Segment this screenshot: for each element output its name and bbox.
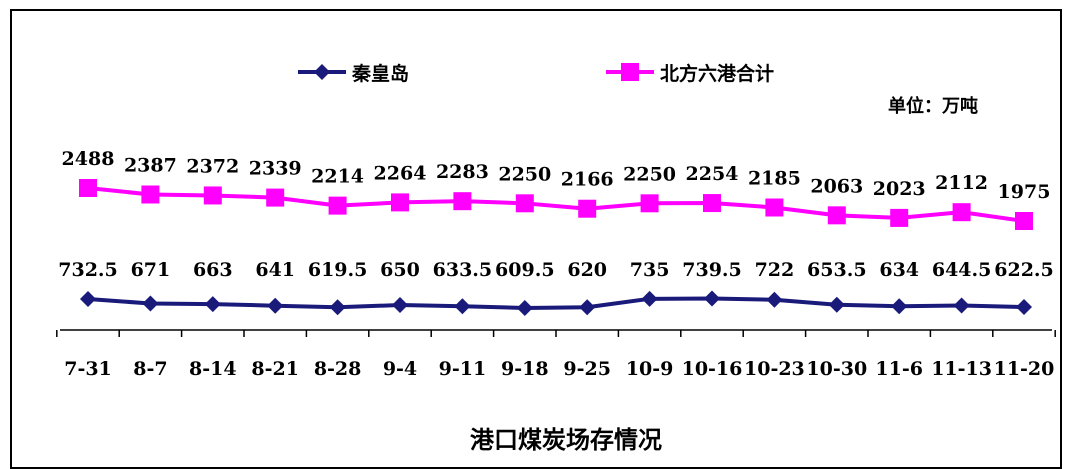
- x-tick-label: 10-16: [682, 358, 743, 380]
- x-tick-label: 8-14: [189, 358, 237, 380]
- data-labels: 732.5 671 663 641 619.5 650 633.5 609.5 620 735 73…: [58, 148, 1054, 281]
- x-tick-label: 10-9: [626, 358, 674, 380]
- data-point-diamond: [392, 297, 408, 314]
- data-label: 739.5: [682, 259, 742, 281]
- data-point-square: [203, 186, 222, 205]
- data-label: 653.5: [807, 259, 867, 281]
- x-axis-ticks: [56, 330, 1056, 337]
- data-label: 619.5: [308, 259, 368, 281]
- legend-square-icon: [621, 63, 639, 81]
- x-tick-label: 11-20: [994, 358, 1055, 380]
- x-tick-label: 8-28: [314, 358, 362, 380]
- data-label: 622.5: [994, 259, 1054, 281]
- chart-frame: [10, 9, 1062, 469]
- line-chart: 秦皇岛 北方六港合计 单位：万吨 7-31 8-7 8-14 8-21 8-28 9-4 9…: [56, 62, 1056, 454]
- data-label: 609.5: [495, 259, 555, 281]
- data-label: 671: [131, 259, 171, 281]
- series-markers: [79, 179, 1033, 316]
- data-point-diamond: [704, 290, 720, 307]
- data-point-square: [1015, 212, 1033, 230]
- data-label: 2214: [311, 166, 364, 188]
- data-label: 1975: [998, 181, 1051, 203]
- data-label: 732.5: [58, 259, 118, 281]
- x-axis-tick-labels: 7-31 8-7 8-14 8-21 8-28 9-4 9-11 9-18 9-25 10-9 10…: [64, 358, 1054, 380]
- data-label: 641: [255, 259, 295, 281]
- data-label: 2488: [62, 148, 115, 170]
- data-label: 2372: [186, 155, 239, 177]
- data-point-square: [578, 199, 597, 218]
- x-tick-label: 8-7: [133, 358, 167, 380]
- legend-diamond-icon: [314, 64, 330, 80]
- data-point-diamond: [454, 298, 471, 315]
- legend-item-qinhuangdao: 秦皇岛: [298, 62, 409, 85]
- x-tick-label: 11-6: [875, 358, 923, 380]
- data-label: 722: [755, 259, 795, 281]
- data-point-diamond: [1016, 299, 1032, 316]
- data-label: 633.5: [433, 259, 493, 281]
- data-point-diamond: [80, 291, 96, 307]
- data-point-square: [266, 188, 285, 207]
- data-point-diamond: [329, 299, 346, 316]
- data-point-square: [515, 194, 534, 213]
- legend-label-north-six-ports: 北方六港合计: [660, 62, 774, 85]
- data-label: 2023: [873, 178, 926, 200]
- data-label: 650: [380, 259, 420, 281]
- data-point-diamond: [953, 297, 970, 314]
- data-point-square: [952, 203, 971, 222]
- data-point-square: [391, 193, 409, 212]
- data-point-square: [453, 192, 472, 211]
- x-tick-label: 10-23: [744, 358, 805, 380]
- data-label: 2063: [810, 175, 863, 197]
- data-label: 2339: [249, 158, 302, 180]
- data-point-square: [79, 179, 97, 197]
- data-point-diamond: [516, 300, 533, 316]
- data-label: 634: [879, 259, 919, 281]
- data-point-square: [703, 194, 721, 213]
- data-label: 2250: [498, 163, 551, 185]
- data-label: 2254: [686, 163, 739, 185]
- legend-label-qinhuangdao: 秦皇岛: [351, 62, 409, 85]
- x-tick-label: 8-21: [251, 358, 299, 380]
- data-point-diamond: [641, 290, 658, 307]
- data-label: 2250: [623, 163, 676, 185]
- data-label: 2283: [436, 161, 489, 183]
- data-point-square: [141, 185, 160, 204]
- x-tick-label: 9-4: [383, 358, 417, 380]
- data-point-diamond: [142, 295, 159, 312]
- x-tick-label: 9-18: [501, 358, 549, 380]
- data-label: 2166: [561, 169, 614, 191]
- data-label: 735: [630, 259, 670, 281]
- series-line-north-six-ports: [87, 186, 1025, 223]
- data-label: 663: [193, 259, 233, 281]
- x-tick-label: 10-30: [806, 358, 867, 380]
- data-point-square: [890, 208, 909, 227]
- data-point-diamond: [891, 298, 908, 315]
- data-point-diamond: [766, 291, 783, 308]
- data-label: 2112: [935, 172, 988, 194]
- legend: 秦皇岛 北方六港合计: [298, 62, 774, 85]
- data-point-square: [328, 196, 347, 215]
- unit-label: 单位：万吨: [888, 95, 978, 117]
- data-label: 620: [567, 259, 607, 281]
- data-point-diamond: [828, 296, 845, 313]
- series-line-qinhuangdao: [87, 296, 1025, 311]
- data-label: 2185: [748, 167, 801, 189]
- data-label: 2264: [374, 162, 427, 184]
- data-label: 2387: [124, 154, 177, 176]
- data-point-diamond: [204, 296, 221, 313]
- legend-item-north-six-ports: 北方六港合计: [606, 62, 774, 85]
- x-tick-label: 11-13: [931, 358, 992, 380]
- x-tick-label: 9-11: [439, 358, 487, 380]
- data-point-diamond: [267, 297, 284, 314]
- data-point-square: [827, 206, 846, 225]
- x-tick-label: 9-25: [563, 358, 611, 380]
- data-point-diamond: [579, 299, 596, 316]
- data-point-square: [640, 194, 659, 213]
- chart-title: 港口煤炭场存情况: [470, 425, 662, 454]
- series-lines: [87, 186, 1025, 311]
- data-label: 644.5: [932, 259, 992, 281]
- data-point-square: [765, 198, 784, 217]
- x-tick-label: 7-31: [64, 358, 112, 380]
